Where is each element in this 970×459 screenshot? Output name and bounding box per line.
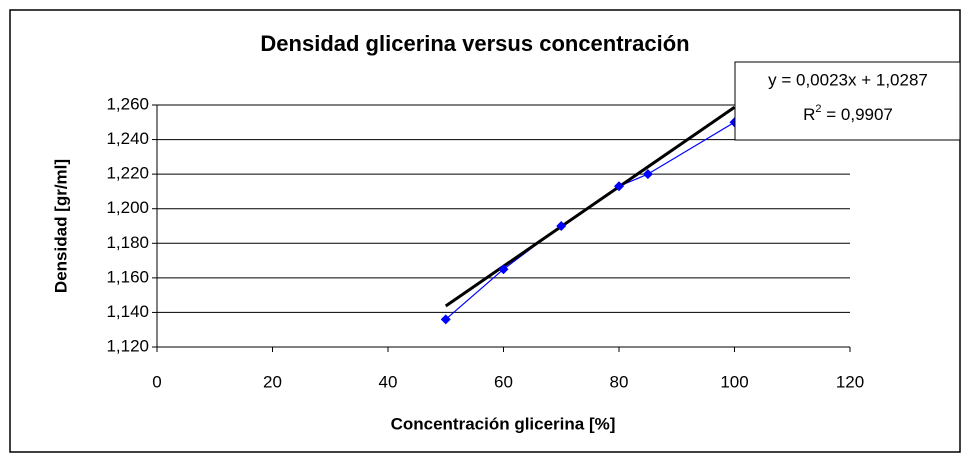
y-tick-label: 1,180 [106,233,149,252]
data-point [642,169,653,180]
y-axis-label: Densidad [gr/ml] [51,159,70,293]
r2-symbol: R [803,105,815,124]
y-tick-label: 1,260 [106,94,149,113]
y-tick-label: 1,120 [106,336,149,355]
y-tick-label: 1,160 [106,267,149,286]
plot-area: 1,120 1,140 1,160 1,180 1,200 1,220 1,240 1,260… [106,94,864,391]
chart-title: Densidad glicerina versus concentración [260,31,689,56]
data-point [498,264,509,275]
y-tick-label: 1,240 [106,129,149,148]
trendline-equation: y = 0,0023x + 1,0287 [768,70,928,89]
x-tick-label: 60 [494,372,513,391]
y-tick-label: 1,200 [106,198,149,217]
data-point [440,314,451,325]
y-tick-label: 1,140 [106,302,149,321]
x-tick-label: 80 [610,372,629,391]
x-tick-label: 120 [836,372,864,391]
x-tick-label: 100 [720,372,748,391]
equation-box [734,61,961,141]
r-squared: R2 = 0,9907 [803,103,893,125]
trendline [444,106,736,308]
r2-exponent: 2 [815,103,821,115]
y-tick-label: 1,220 [106,164,149,183]
x-tick-label: 40 [379,372,398,391]
x-tick-label: 0 [152,372,161,391]
data-point [614,181,624,192]
data-point [556,221,567,231]
x-axis-label: Concentración glicerina [%] [391,414,616,433]
x-tick-label: 20 [263,372,282,391]
r2-text: = 0,9907 [822,105,893,124]
